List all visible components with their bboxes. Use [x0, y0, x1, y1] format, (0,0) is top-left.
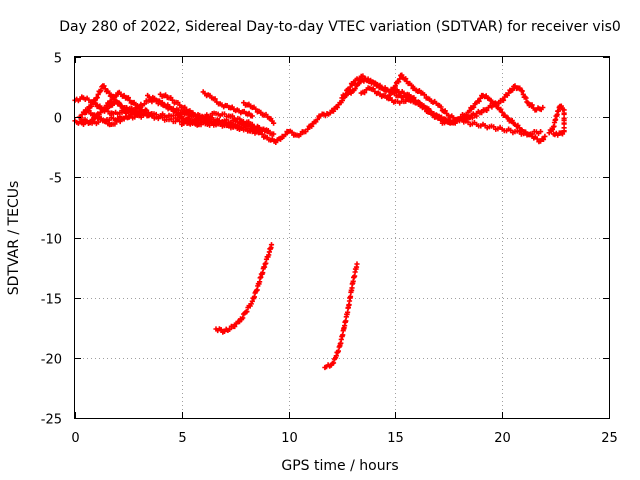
series-marks-25 — [546, 103, 567, 138]
series-track-06 — [98, 89, 155, 117]
y-tick-label-5: -20 — [41, 353, 62, 368]
y-tick-label-0: 5 — [54, 52, 62, 67]
y-tick-label-3: -10 — [41, 233, 62, 248]
plot-frame — [74, 56, 610, 419]
series-marks-21 — [384, 72, 458, 123]
y-tick-label-1: 0 — [54, 112, 62, 127]
series-track-17 — [322, 261, 360, 371]
x-tick-label-3: 15 — [387, 431, 404, 446]
x-tick-label-2: 10 — [281, 431, 298, 446]
series-marks-24 — [461, 118, 544, 138]
chart-title: Day 280 of 2022, Sidereal Day-to-day VTE… — [59, 19, 621, 35]
series-marks-15 — [241, 100, 277, 126]
y-tick-label-2: -5 — [49, 172, 62, 187]
series-track-21 — [384, 72, 458, 123]
series-marks-6 — [98, 89, 155, 117]
y-tick-label-4: -15 — [41, 293, 62, 308]
series-track-25 — [546, 103, 567, 138]
series-track-14 — [200, 89, 255, 119]
y-tick-label-6: -25 — [41, 413, 62, 428]
series-track-15 — [241, 100, 277, 126]
data-layer — [72, 72, 567, 371]
series-marks-13 — [198, 117, 277, 137]
series-marks-17 — [322, 261, 360, 371]
x-tick-label-1: 5 — [178, 431, 186, 446]
series-track-16 — [213, 242, 275, 335]
series-marks-23 — [439, 92, 548, 145]
x-tick-label-4: 20 — [494, 431, 511, 446]
series-marks-16 — [213, 242, 275, 335]
series-track-13 — [198, 117, 277, 137]
series-track-24 — [461, 118, 544, 138]
x-axis-label: GPS time / hours — [281, 458, 398, 474]
series-track-23 — [439, 92, 548, 145]
y-axis-label: SDTVAR / TECUs — [6, 181, 22, 296]
x-tick-label-0: 0 — [71, 431, 79, 446]
series-marks-14 — [200, 89, 255, 119]
ticks-layer: 0 5 10 15 20 25 5 0 -5 -10 -15 -20 -25 — [41, 52, 618, 447]
x-tick-label-5: 25 — [601, 431, 618, 446]
grid-layer — [75, 57, 609, 418]
